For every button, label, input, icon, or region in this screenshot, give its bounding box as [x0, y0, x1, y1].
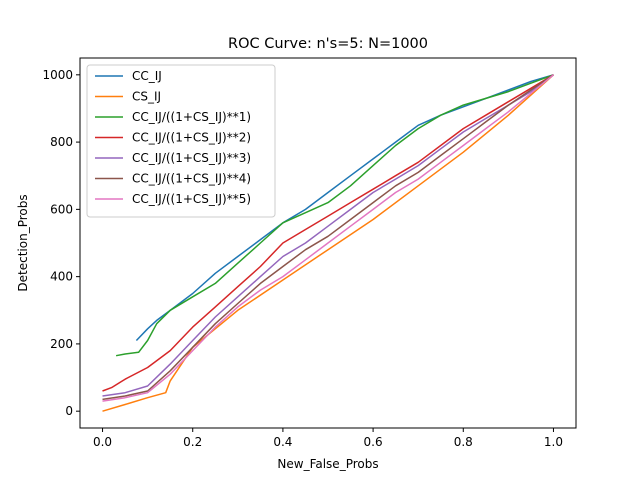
x-tick-label: 0.0: [93, 435, 112, 449]
series-line-7: [102, 74, 554, 402]
x-tick-label: 0.2: [183, 435, 202, 449]
y-tick-label: 400: [50, 270, 73, 284]
series-line-3: [115, 74, 554, 357]
x-axis-ticks: 0.0 0.2 0.4 0.6 0.8 1.0: [93, 428, 563, 449]
y-axis-title: Detection_Probs: [16, 194, 30, 291]
y-tick-label: 200: [50, 337, 73, 351]
x-axis-title: New_False_Probs: [277, 457, 378, 471]
legend-label-4: CC_IJ/((1+CS_IJ)**2): [132, 131, 251, 145]
y-axis-ticks: 0 200 400 600 800 1000: [42, 68, 80, 418]
legend-label-2: CS_IJ: [132, 90, 161, 104]
legend-label-5: CC_IJ/((1+CS_IJ)**3): [132, 151, 251, 165]
series-line-6: [102, 74, 554, 401]
y-tick-label: 1000: [42, 68, 73, 82]
x-tick-label: 0.8: [454, 435, 473, 449]
y-tick-label: 800: [50, 135, 73, 149]
chart-title: ROC Curve: n's=5: N=1000: [228, 36, 428, 52]
series-line-4: [102, 74, 554, 392]
x-tick-label: 1.0: [544, 435, 563, 449]
series-line-2: [102, 74, 555, 412]
legend-label-6: CC_IJ/((1+CS_IJ)**4): [132, 172, 251, 186]
x-tick-label: 0.6: [364, 435, 383, 449]
y-tick-label: 0: [65, 404, 73, 418]
plot-lines: [102, 74, 555, 412]
legend-label-7: CC_IJ/((1+CS_IJ)**5): [132, 192, 251, 206]
legend-label-1: CC_IJ: [132, 69, 162, 83]
x-tick-label: 0.4: [273, 435, 292, 449]
axes-frame: [79, 57, 577, 429]
legend-box: [86, 64, 276, 218]
y-tick-label: 600: [50, 202, 73, 216]
series-line-5: [102, 74, 554, 397]
legend: CC_IJ CS_IJ CC_IJ/((1+CS_IJ)**1) CC_IJ/((1+…: [86, 64, 276, 218]
legend-label-3: CC_IJ/((1+CS_IJ)**1): [132, 110, 251, 124]
